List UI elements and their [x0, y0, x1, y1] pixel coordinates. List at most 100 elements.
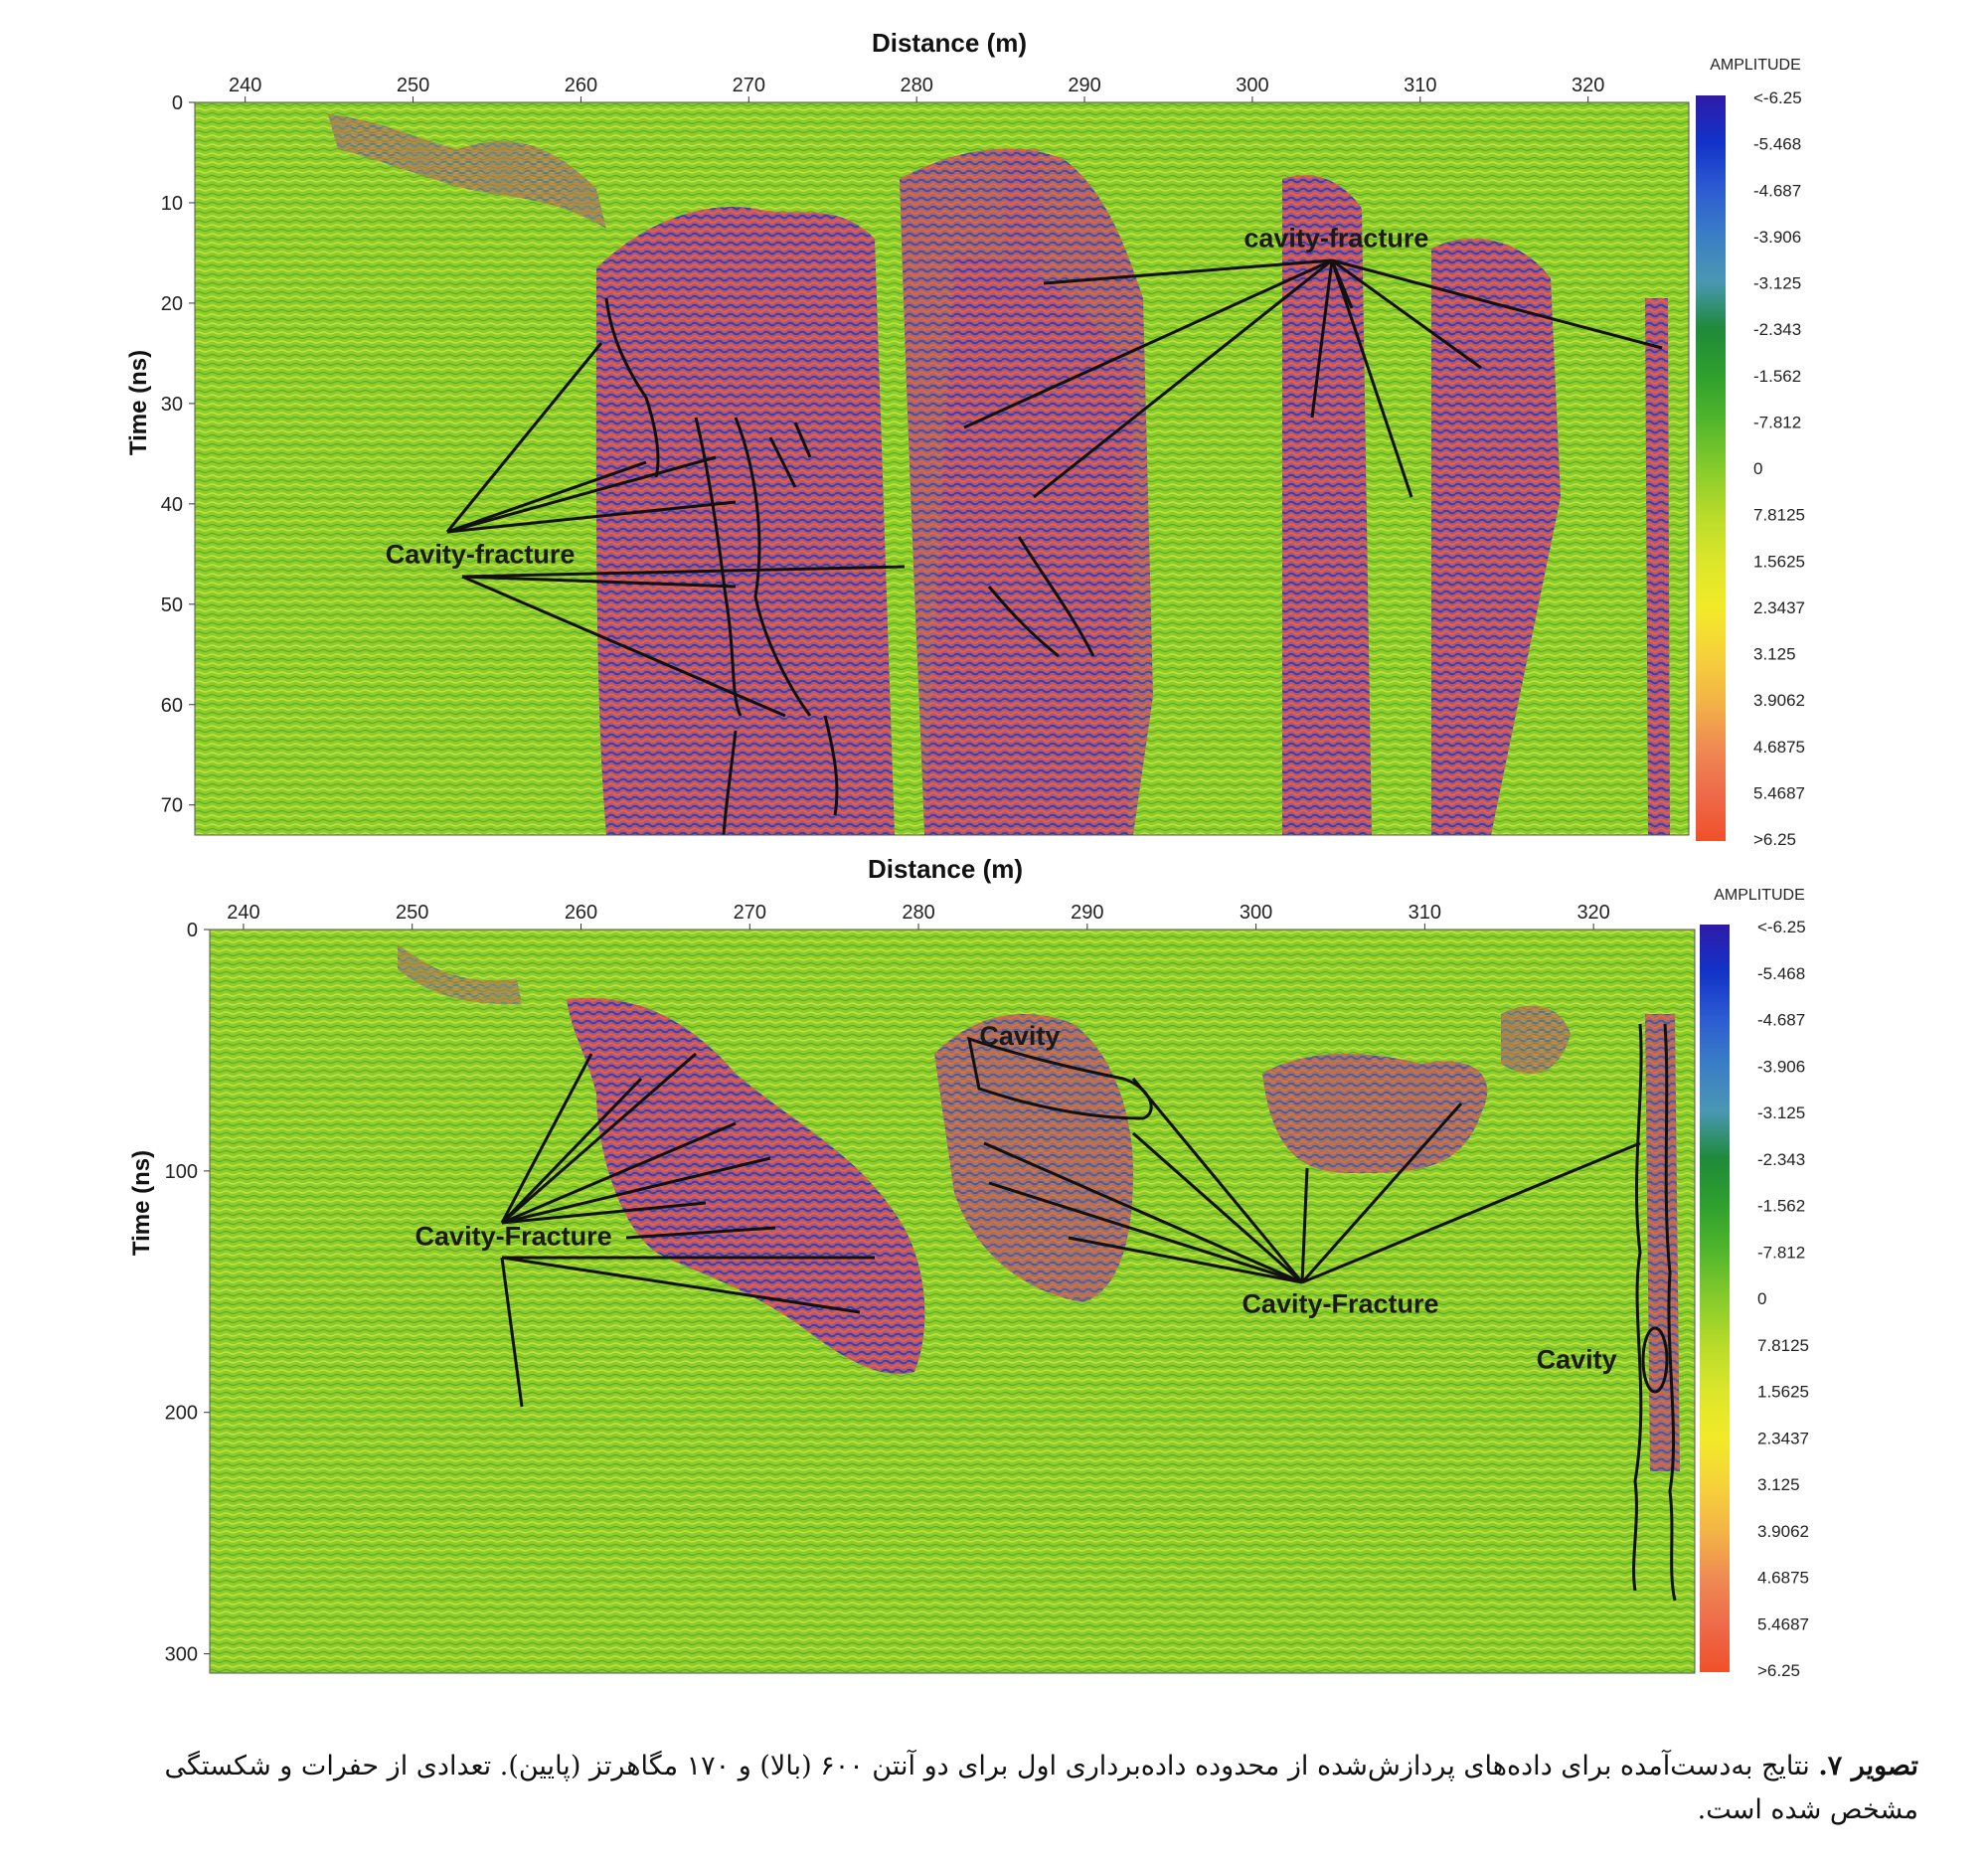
top-y-tick-label: 70	[161, 795, 183, 817]
top-anomaly-bands	[328, 114, 1670, 836]
top-colorbar-label: <-6.25	[1753, 88, 1802, 107]
top-colorbar-label: 3.125	[1753, 645, 1796, 664]
bottom-x-tick-label: 290	[1071, 902, 1103, 924]
bottom-colorbar-label: 2.3437	[1757, 1429, 1809, 1447]
bottom-colorbar-label: -2.343	[1757, 1150, 1805, 1169]
top-colorbar-label: -1.562	[1753, 367, 1801, 386]
top-y-tick-label: 50	[161, 594, 183, 616]
bottom-colorbar-label: -1.562	[1757, 1197, 1805, 1216]
top-interpretation-lines	[445, 258, 1663, 836]
bottom-annotations: Cavity Cavity-Fracture Cavity-Fracture Cavi…	[415, 1021, 1617, 1374]
bottom-plot-frame	[209, 929, 1696, 1674]
top-colorbar-label: 0	[1753, 459, 1762, 478]
top-y-tick-label: 40	[161, 494, 183, 516]
bottom-x-title: Distance (m)	[868, 854, 1023, 884]
bottom-band-4	[1501, 1005, 1571, 1074]
bottom-y-tick-label: 300	[165, 1644, 198, 1666]
top-x-axis: 240 250 260 270 280 290 300 310 320	[229, 75, 1604, 102]
bottom-x-tick-label: 280	[902, 902, 934, 924]
top-x-tick-label: 300	[1236, 75, 1268, 96]
top-x-tick-label: 270	[733, 75, 765, 96]
top-y-tick-label: 10	[161, 193, 183, 215]
top-x-title: Distance (m)	[872, 28, 1027, 58]
top-plot-frame	[194, 101, 1690, 836]
bottom-band-2	[934, 1014, 1133, 1302]
bottom-y-tick-label: 100	[165, 1161, 198, 1183]
top-y-tick-label: 20	[161, 293, 183, 315]
top-radargram-panel: 240 250 260 270 280 290 300 310 320 0 10 20 30 40 50 6…	[125, 28, 1831, 849]
top-x-tick-label: 310	[1404, 75, 1436, 96]
bottom-radargram-panel: 240 250 260 270 280 290 300 310 320 0 100 200 300 D…	[128, 854, 1835, 1680]
top-x-tick-label: 260	[565, 75, 597, 96]
top-x-tick-label: 280	[900, 75, 932, 96]
top-band-5	[1431, 239, 1561, 835]
bottom-colorbar-label: 7.8125	[1757, 1336, 1809, 1355]
bottom-band-1	[567, 997, 925, 1374]
bottom-annotation-label: Cavity-Fracture	[415, 1221, 612, 1251]
bottom-x-axis: 240 250 260 270 280 290 300 310 320	[227, 902, 1610, 930]
top-colorbar-label: -3.125	[1753, 274, 1801, 293]
bottom-band-shallow	[398, 944, 522, 1005]
bottom-colorbar-label: -7.812	[1757, 1243, 1805, 1262]
bottom-annotation-label: Cavity	[1537, 1344, 1617, 1374]
bottom-colorbar-label: 0	[1757, 1289, 1766, 1308]
top-colorbar-label: 4.6875	[1753, 738, 1805, 757]
top-colorbar-label: 7.8125	[1753, 506, 1805, 525]
figure: 240 250 260 270 280 290 300 310 320 0 10 20 30 40 50 6…	[125, 28, 1835, 1680]
top-annotation-label: cavity-fracture	[1243, 223, 1428, 253]
bottom-colorbar-label: -4.687	[1757, 1011, 1805, 1030]
top-colorbar-gradient	[1696, 95, 1726, 841]
top-colorbar-label: -4.687	[1753, 181, 1801, 200]
top-x-tick-label: 240	[229, 75, 261, 96]
bottom-colorbar-label: -3.906	[1757, 1057, 1805, 1076]
bottom-x-tick-label: 270	[734, 902, 766, 924]
top-colorbar-label: 2.3437	[1753, 598, 1805, 617]
top-colorbar-label: 5.4687	[1753, 783, 1805, 802]
caption-label: تصویر ۷.	[1818, 1751, 1918, 1781]
bottom-interpretation-lines	[500, 1023, 1677, 1602]
top-band-shallow	[328, 114, 606, 229]
top-colorbar-label: 1.5625	[1753, 552, 1805, 571]
bottom-colorbar-label: 5.4687	[1757, 1614, 1809, 1633]
top-y-tick-label: 60	[161, 695, 183, 717]
caption-text: نتایج به‌دست‌آمده برای داده‌های پردازش‌ش…	[164, 1751, 1918, 1825]
bottom-y-tick-label: 200	[165, 1403, 198, 1425]
top-x-tick-label: 320	[1572, 75, 1604, 96]
top-colorbar-title: AMPLITUDE	[1710, 57, 1801, 74]
bottom-x-tick-label: 250	[396, 902, 428, 924]
top-annotations: cavity-fracture Cavity-fracture	[386, 223, 1429, 569]
bottom-colorbar-label: 3.9062	[1757, 1522, 1809, 1541]
bottom-band-5	[1645, 1014, 1680, 1471]
bottom-x-tick-label: 240	[227, 902, 259, 924]
top-y-tick-label: 30	[161, 394, 183, 416]
top-colorbar-label: -3.906	[1753, 228, 1801, 247]
bottom-band-3	[1262, 1054, 1488, 1173]
top-colorbar: AMPLITUDE <-6.25 -5.468 -4.687 -3.906 -3.125 -…	[1692, 57, 1831, 849]
bottom-colorbar-label: 1.5625	[1757, 1383, 1809, 1402]
bottom-y-title: Time (ns)	[128, 1150, 155, 1256]
bottom-x-tick-label: 260	[565, 902, 597, 924]
top-band-4	[1282, 175, 1372, 835]
top-band-1	[595, 207, 895, 836]
bottom-colorbar-label: 3.125	[1757, 1475, 1800, 1494]
bottom-x-tick-label: 310	[1408, 902, 1441, 924]
bottom-colorbar-label: -5.468	[1757, 964, 1805, 983]
top-y-title: Time (ns)	[125, 350, 152, 455]
bottom-colorbar-label: -3.125	[1757, 1103, 1805, 1122]
top-colorbar-label: >6.25	[1753, 830, 1796, 849]
top-band-7	[1004, 149, 1054, 835]
top-y-tick-label: 0	[172, 92, 183, 114]
bottom-y-axis: 0 100 200 300	[165, 920, 210, 1666]
top-colorbar-label: -7.812	[1753, 413, 1801, 431]
top-colorbar-label: -5.468	[1753, 135, 1801, 154]
top-colorbar-label: 3.9062	[1753, 691, 1805, 710]
bottom-annotation-label: Cavity-Fracture	[1242, 1288, 1438, 1318]
top-x-tick-label: 290	[1068, 75, 1100, 96]
bottom-annotation-label: Cavity	[979, 1021, 1060, 1051]
bottom-colorbar: AMPLITUDE <-6.25 -5.468 -4.687 -3.906 -3.125 -…	[1696, 887, 1835, 1680]
bottom-colorbar-gradient	[1700, 925, 1730, 1672]
bottom-colorbar-label: <-6.25	[1757, 918, 1806, 936]
figure-caption: تصویر ۷. نتایج به‌دست‌آمده برای داده‌های…	[139, 1745, 1918, 1832]
top-x-tick-label: 250	[397, 75, 429, 96]
bottom-anomaly-bands	[398, 944, 1680, 1471]
